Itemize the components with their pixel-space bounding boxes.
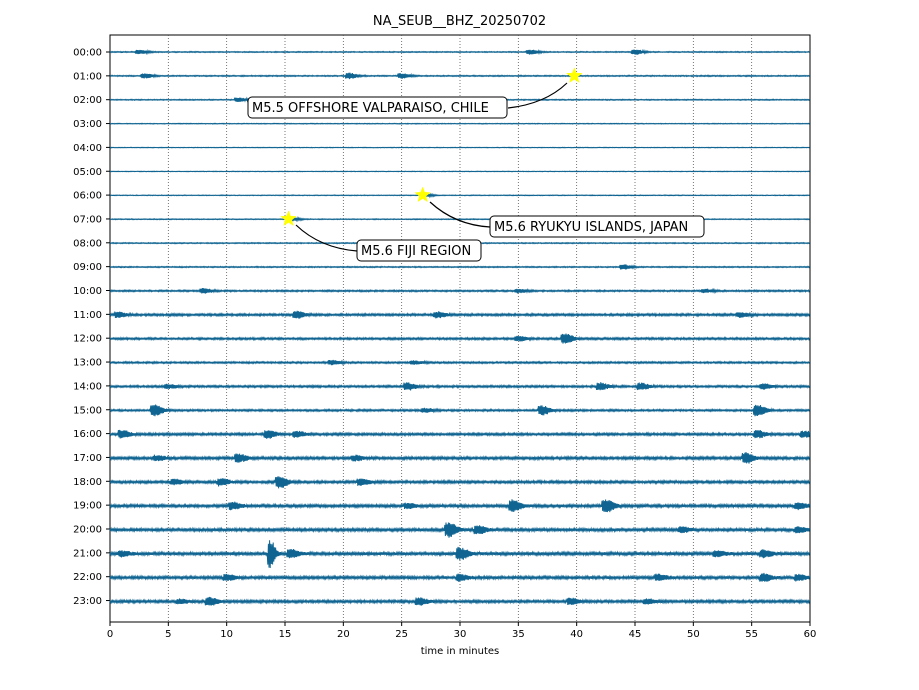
- trace-0400: [109, 146, 810, 149]
- y-tick-label: 14:00: [73, 381, 102, 392]
- trace-2100: [109, 540, 811, 569]
- y-tick-label: 19:00: [73, 501, 102, 512]
- trace-1700: [109, 451, 811, 464]
- trace-0100: [109, 72, 810, 80]
- y-tick-label: 15:00: [73, 405, 102, 416]
- y-tick-label: 08:00: [73, 238, 102, 249]
- y-tick-label: 09:00: [73, 262, 102, 273]
- event-connector: [429, 201, 491, 228]
- x-tick-label: 50: [687, 629, 700, 640]
- x-tick-label: 30: [454, 629, 467, 640]
- y-tick-label: 10:00: [73, 286, 102, 297]
- event-connector: [295, 224, 358, 252]
- event-star-marker: [566, 67, 583, 83]
- trace-0500: [109, 170, 810, 173]
- y-tick-label: 07:00: [73, 214, 102, 225]
- x-tick-label: 40: [570, 629, 583, 640]
- event-star-marker: [280, 210, 297, 226]
- trace-1200: [109, 333, 811, 344]
- trace-2300: [109, 596, 811, 606]
- event-star-marker: [414, 186, 431, 203]
- x-tick-label: 15: [279, 629, 292, 640]
- y-tick-label: 02:00: [73, 95, 102, 106]
- trace-2000: [109, 522, 811, 538]
- x-tick-label: 10: [220, 629, 233, 640]
- y-tick-label: 23:00: [73, 596, 102, 607]
- x-tick-label: 45: [629, 629, 642, 640]
- y-tick-label: 20:00: [73, 525, 102, 536]
- trace-1000: [109, 287, 811, 295]
- event-label-box: [489, 215, 705, 238]
- x-tick-label: 25: [395, 629, 408, 640]
- y-tick-label: 22:00: [73, 572, 102, 583]
- event-connector: [507, 82, 568, 109]
- y-tick-label: 01:00: [73, 71, 102, 82]
- y-tick-label: 04:00: [73, 143, 102, 154]
- y-tick-label: 17:00: [73, 453, 102, 464]
- y-tick-label: 13:00: [73, 358, 102, 369]
- trace-2200: [109, 572, 811, 582]
- y-tick-label: 03:00: [73, 119, 102, 130]
- y-tick-label: 21:00: [73, 548, 102, 559]
- event-label: M5.6 RYUKYU ISLANDS, JAPAN: [494, 220, 688, 235]
- trace-1600: [109, 429, 811, 439]
- trace-0000: [109, 48, 810, 56]
- chart-title: NA_SEUB__BHZ_20250702: [373, 14, 546, 29]
- event-label-box: [247, 96, 508, 119]
- trace-0300: [109, 122, 810, 125]
- trace-1300: [109, 359, 810, 366]
- x-tick-label: 0: [107, 629, 113, 640]
- y-tick-label: 16:00: [73, 429, 102, 440]
- x-tick-label: 55: [745, 629, 758, 640]
- trace-0600: [109, 192, 810, 199]
- x-axis-label: time in minutes: [421, 646, 500, 657]
- trace-0900: [109, 264, 811, 270]
- y-tick-label: 00:00: [73, 48, 102, 59]
- y-tick-label: 05:00: [73, 167, 102, 178]
- plot-area: 0 5 10 15 20 25 30 35 40 45 50 55 60 00:00 01:00 02:00 0…: [73, 34, 817, 640]
- x-tick-label: 60: [804, 629, 817, 640]
- y-tick-label: 12:00: [73, 334, 102, 345]
- y-tick-label: 18:00: [73, 477, 102, 488]
- trace-1100: [109, 310, 811, 319]
- x-tick-label: 5: [165, 629, 171, 640]
- y-tick-label: 11:00: [73, 310, 102, 321]
- event-label: M5.5 OFFSHORE VALPARAISO, CHILE: [252, 101, 489, 116]
- trace-1800: [109, 476, 811, 489]
- event-label-box: [356, 239, 482, 262]
- x-tick-label: 20: [337, 629, 350, 640]
- y-tick-label: 06:00: [73, 191, 102, 202]
- event-label: M5.6 FIJI REGION: [361, 244, 471, 259]
- trace-1400: [109, 382, 811, 391]
- x-tick-label: 35: [512, 629, 525, 640]
- trace-1500: [109, 404, 811, 417]
- trace-1900: [109, 499, 811, 513]
- traces: [109, 48, 811, 606]
